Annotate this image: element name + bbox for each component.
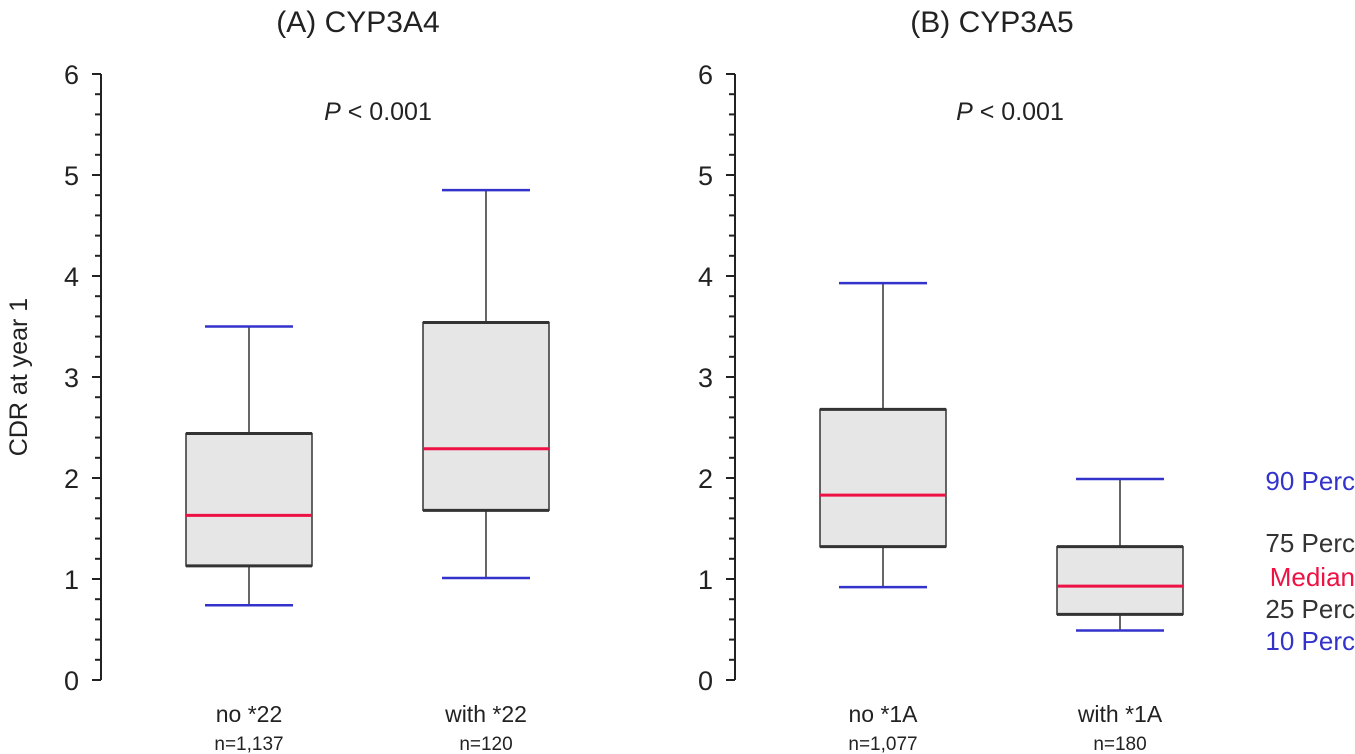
- y-tick-label: 2: [64, 464, 79, 494]
- y-tick-label: 5: [698, 161, 713, 191]
- x-category-label: with *22: [444, 701, 527, 727]
- legend-item: 25 Perc: [1265, 594, 1355, 624]
- box-with-22: with *22 n=120: [422, 188, 550, 754]
- panel-0: (A) CYP3A4 0 1 2 3 4 5 6 P < 0.001 no *22 n=1,137 w…: [64, 6, 550, 754]
- y-tick-label: 6: [64, 60, 79, 90]
- sample-size-label: n=1,137: [214, 734, 283, 754]
- box-no-22: no *22 n=1,137: [185, 325, 313, 754]
- box-no-1a: no *1A n=1,077: [819, 281, 947, 754]
- y-tick-label: 1: [698, 565, 713, 595]
- y-tick-label: 6: [698, 60, 713, 90]
- sample-size-label: n=120: [459, 734, 512, 754]
- panel-title: (B) CYP3A5: [910, 6, 1073, 39]
- iqr-box: [422, 321, 550, 512]
- iqr-box: [1056, 545, 1184, 616]
- legend-item: Median: [1270, 562, 1355, 592]
- sample-size-label: n=1,077: [848, 734, 917, 754]
- y-tick-label: 5: [64, 161, 79, 191]
- y-tick-label: 3: [64, 363, 79, 393]
- y-tick-label: 4: [698, 262, 713, 292]
- legend-item: 75 Perc: [1265, 528, 1355, 558]
- iqr-box: [185, 432, 313, 567]
- panel-title: (A) CYP3A4: [276, 6, 439, 39]
- iqr-box: [819, 408, 947, 548]
- x-category-label: no *22: [216, 701, 283, 727]
- y-tick-label: 3: [698, 363, 713, 393]
- legend-item: 90 Perc: [1265, 466, 1355, 496]
- legend-item: 10 Perc: [1265, 626, 1355, 656]
- y-tick-label: 4: [64, 262, 79, 292]
- y-tick-label: 1: [64, 565, 79, 595]
- y-tick-label: 2: [698, 464, 713, 494]
- sample-size-label: n=180: [1093, 734, 1146, 754]
- x-category-label: with *1A: [1077, 701, 1163, 727]
- y-tick-label: 0: [698, 666, 713, 696]
- p-value-annotation: P < 0.001: [324, 98, 432, 126]
- y-tick-label: 0: [64, 666, 79, 696]
- x-category-label: no *1A: [848, 701, 918, 727]
- ylabel: CDR at year 1: [5, 298, 33, 456]
- panel-1: (B) CYP3A5 0 1 2 3 4 5 6 P < 0.001 no *1A n=1,077 w…: [698, 6, 1184, 754]
- box-with-1a: with *1A n=180: [1056, 477, 1184, 754]
- p-value-annotation: P < 0.001: [956, 98, 1064, 126]
